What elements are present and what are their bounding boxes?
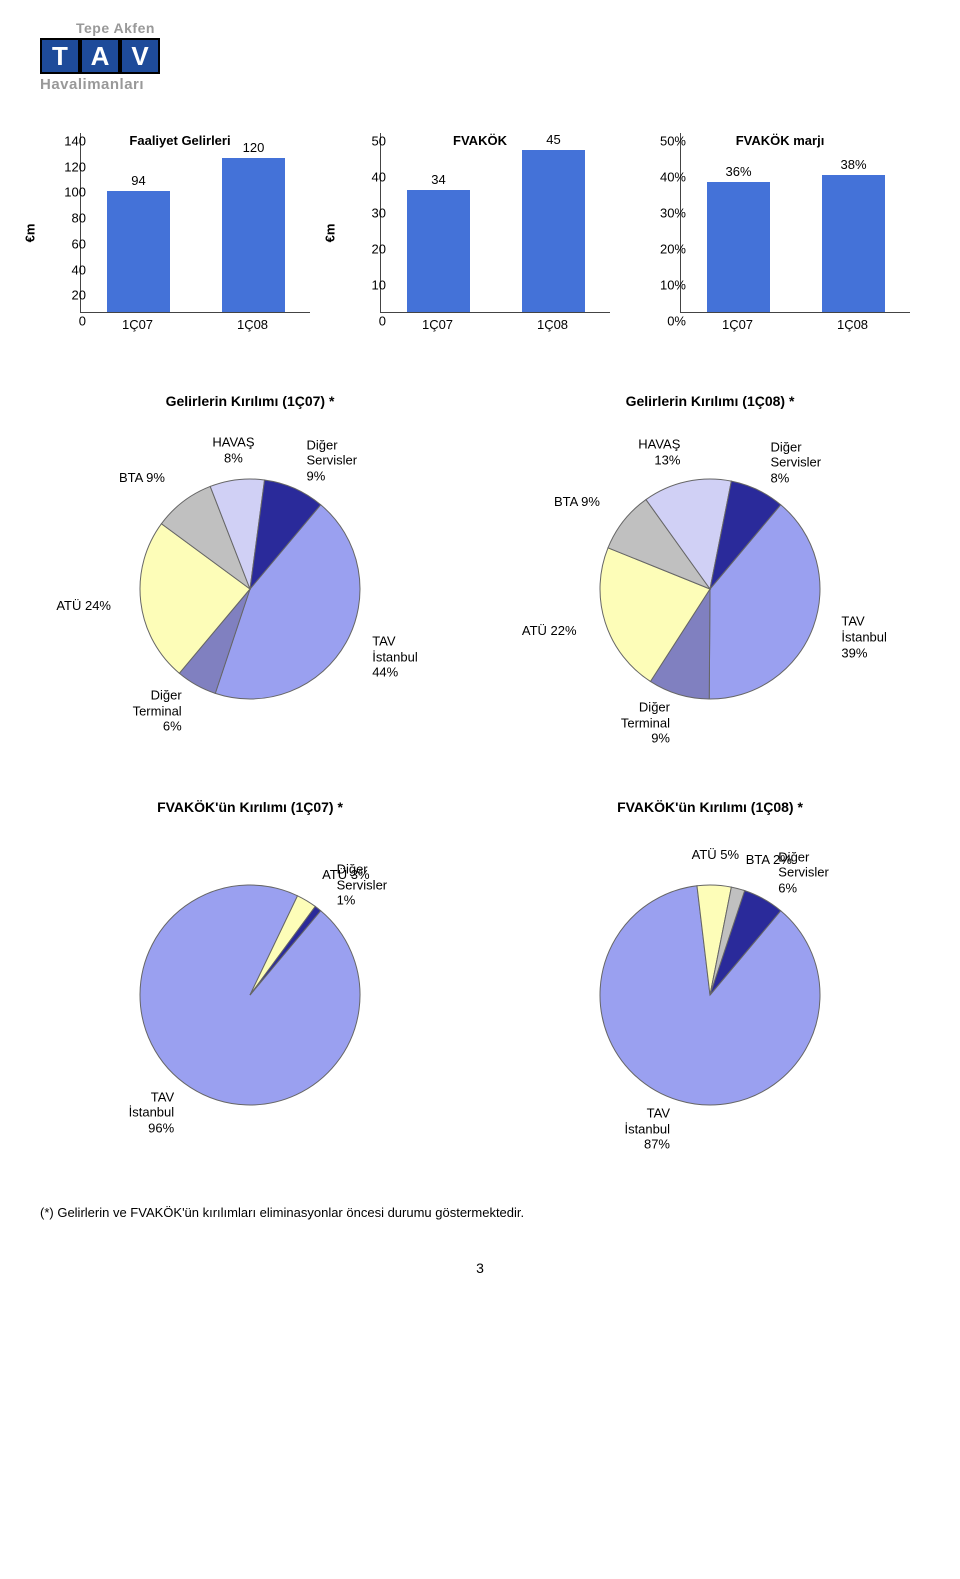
y-tick: 140 [64,134,86,149]
y-tick: 20 [72,288,86,303]
pie-slice-label: ATÜ 5% [692,847,739,863]
pie-slice-label: ATÜ 22% [522,624,577,640]
pie-slice-label: TAVİstanbul39% [841,614,887,661]
pie-row-gelirlerin: Gelirlerin Kırılımı (1Ç07) * TAVİstanbul… [40,393,920,749]
logo-sub: Havalimanları [40,76,920,93]
y-tick: 10 [372,278,386,293]
y-tick: 0 [79,314,86,329]
logo-letter-a: A [80,38,120,74]
pie-slice-label: DiğerTerminal6% [133,688,182,735]
bar-value-label: 38% [840,157,866,172]
bar-value-label: 36% [725,164,751,179]
pie-slice-label: DiğerTerminal9% [621,700,670,747]
pie-slice-label: DiğerServisler6% [778,849,829,896]
logo-tav-row: T A V [40,38,920,74]
pie-slice-label: BTA 9% [554,495,600,511]
y-tick: 0 [379,314,386,329]
bar: 34 [407,190,470,312]
bar-value-label: 120 [243,140,265,155]
pie-slice-label: DiğerServisler8% [770,439,821,486]
y-tick: 60 [72,236,86,251]
bar-chart-fvakok-marji: FVAKÖK marjı36%38%0%10%20%30%40%50%1Ç071… [640,133,920,333]
bar-value-label: 45 [546,132,560,147]
bar: 45 [522,150,585,312]
logo: Tepe Akfen T A V Havalimanları [40,20,920,93]
x-tick: 1Ç07 [722,317,753,332]
y-tick: 40 [72,262,86,277]
pie-slice-label: DiğerServisler9% [306,438,357,485]
pie-title: Gelirlerin Kırılımı (1Ç07) * [40,393,460,409]
y-tick: 120 [64,159,86,174]
x-tick: 1Ç08 [237,317,268,332]
pie-gelirlerin-1c07: Gelirlerin Kırılımı (1Ç07) * TAVİstanbul… [40,393,460,749]
x-tick: 1Ç07 [422,317,453,332]
x-tick: 1Ç07 [122,317,153,332]
bar: 120 [222,158,285,312]
y-tick: 80 [72,211,86,226]
pie-slice-label: TAVİstanbul96% [129,1089,175,1136]
y-tick: 100 [64,185,86,200]
pie-fvakok-1c08: FVAKÖK'ün Kırılımı (1Ç08) * TAVİstanbul8… [500,799,920,1155]
y-tick: 40 [372,170,386,185]
y-axis-label: €m [23,224,38,243]
x-tick: 1Ç08 [837,317,868,332]
pie-slice-label: ATÜ 24% [56,598,111,614]
x-tick: 1Ç08 [537,317,568,332]
pie-row-fvakok: FVAKÖK'ün Kırılımı (1Ç07) * TAVİstanbul9… [40,799,920,1155]
y-tick: 30% [660,206,686,221]
bar-value-label: 34 [431,172,445,187]
pie-slice-label: TAVİstanbul44% [372,634,418,681]
y-tick: 20% [660,242,686,257]
y-axis-label: €m [323,224,338,243]
y-tick: 50% [660,134,686,149]
logo-letter-t: T [40,38,80,74]
pie-slice-label: HAVAŞ13% [638,437,680,468]
logo-letter-v: V [120,38,160,74]
pie-fvakok-1c07: FVAKÖK'ün Kırılımı (1Ç07) * TAVİstanbul9… [40,799,460,1155]
pie-slice-label: DiğerServisler1% [337,862,388,909]
pie-title: FVAKÖK'ün Kırılımı (1Ç08) * [500,799,920,815]
bar: 38% [822,175,885,312]
y-tick: 50 [372,134,386,149]
y-tick: 20 [372,242,386,257]
page-number: 3 [40,1260,920,1276]
bar-charts-row: Faaliyet Gelirleri94120€m020406080100120… [40,133,920,333]
pie-slice-label: BTA 9% [119,470,165,486]
y-tick: 10% [660,278,686,293]
bar-chart-fvakok: FVAKÖK3445€m010203040501Ç071Ç08 [340,133,620,333]
logo-tepe: Tepe Akfen [76,20,920,36]
footnote: (*) Gelirlerin ve FVAKÖK'ün kırılımları … [40,1205,920,1220]
pie-title: Gelirlerin Kırılımı (1Ç08) * [500,393,920,409]
y-tick: 30 [372,206,386,221]
pie-title: FVAKÖK'ün Kırılımı (1Ç07) * [40,799,460,815]
pie-slice-label: HAVAŞ8% [212,434,254,465]
pie-slice-label: TAVİstanbul87% [624,1106,670,1153]
bar-chart-faaliyet: Faaliyet Gelirleri94120€m020406080100120… [40,133,320,333]
y-tick: 40% [660,170,686,185]
pie-gelirlerin-1c08: Gelirlerin Kırılımı (1Ç08) * TAVİstanbul… [500,393,920,749]
bar: 94 [107,191,170,312]
bar: 36% [707,182,770,312]
y-tick: 0% [667,314,686,329]
bar-value-label: 94 [131,173,145,188]
